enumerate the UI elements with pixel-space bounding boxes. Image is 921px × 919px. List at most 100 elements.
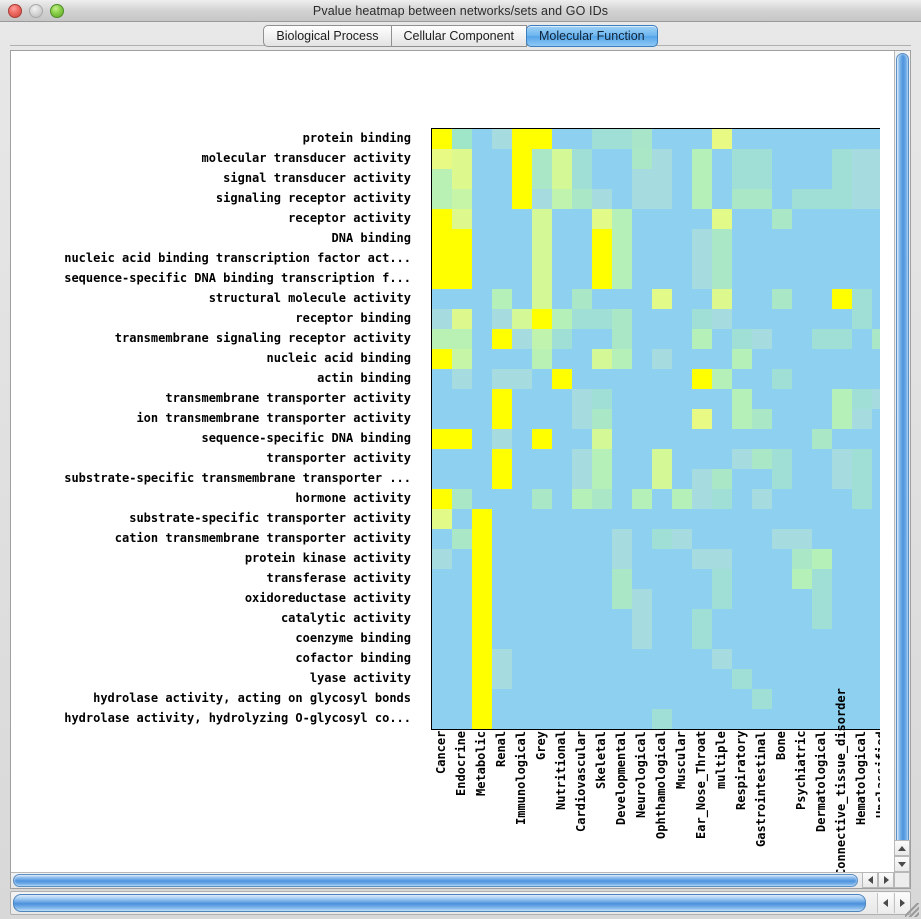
- heatmap-cell[interactable]: [492, 529, 512, 549]
- heatmap-cell[interactable]: [712, 569, 732, 589]
- heatmap-cell[interactable]: [852, 549, 872, 569]
- heatmap-cell[interactable]: [552, 129, 572, 149]
- heatmap-cell[interactable]: [472, 489, 492, 509]
- heatmap-cell[interactable]: [792, 209, 812, 229]
- heatmap-cell[interactable]: [692, 549, 712, 569]
- heatmap-cell[interactable]: [812, 609, 832, 629]
- heatmap-cell[interactable]: [672, 189, 692, 209]
- heatmap-cell[interactable]: [672, 609, 692, 629]
- heatmap-cell[interactable]: [812, 309, 832, 329]
- heatmap-cell[interactable]: [652, 629, 672, 649]
- heatmap-cell[interactable]: [772, 389, 792, 409]
- heatmap-cell[interactable]: [712, 229, 732, 249]
- heatmap-cell[interactable]: [852, 409, 872, 429]
- heatmap-cell[interactable]: [452, 649, 472, 669]
- heatmap-cell[interactable]: [792, 249, 812, 269]
- heatmap-cell[interactable]: [452, 389, 472, 409]
- heatmap-cell[interactable]: [792, 289, 812, 309]
- heatmap-cell[interactable]: [812, 129, 832, 149]
- heatmap-cell[interactable]: [472, 349, 492, 369]
- heatmap-cell[interactable]: [852, 189, 872, 209]
- heatmap-cell[interactable]: [472, 589, 492, 609]
- heatmap-cell[interactable]: [592, 629, 612, 649]
- heatmap-cell[interactable]: [532, 609, 552, 629]
- heatmap-cell[interactable]: [872, 449, 880, 469]
- heatmap-cell[interactable]: [432, 309, 452, 329]
- heatmap-cell[interactable]: [532, 689, 552, 709]
- heatmap-cell[interactable]: [612, 629, 632, 649]
- heatmap-cell[interactable]: [492, 189, 512, 209]
- heatmap-cell[interactable]: [872, 289, 880, 309]
- heatmap-cell[interactable]: [492, 289, 512, 309]
- heatmap-cell[interactable]: [732, 669, 752, 689]
- heatmap-cell[interactable]: [492, 149, 512, 169]
- heatmap-cell[interactable]: [672, 229, 692, 249]
- heatmap-cell[interactable]: [472, 509, 492, 529]
- heatmap-cell[interactable]: [672, 389, 692, 409]
- heatmap-cell[interactable]: [512, 329, 532, 349]
- heatmap-cell[interactable]: [572, 269, 592, 289]
- heatmap-cell[interactable]: [552, 389, 572, 409]
- heatmap-cell[interactable]: [612, 209, 632, 229]
- heatmap-cell[interactable]: [572, 649, 592, 669]
- heatmap-cell[interactable]: [552, 289, 572, 309]
- heatmap-cell[interactable]: [872, 509, 880, 529]
- heatmap-cell[interactable]: [752, 389, 772, 409]
- heatmap-cell[interactable]: [532, 249, 552, 269]
- heatmap-cell[interactable]: [452, 369, 472, 389]
- heatmap-cell[interactable]: [852, 169, 872, 189]
- heatmap-cell[interactable]: [812, 329, 832, 349]
- heatmap-cell[interactable]: [772, 249, 792, 269]
- heatmap-cell[interactable]: [712, 129, 732, 149]
- heatmap-cell[interactable]: [692, 169, 712, 189]
- heatmap-cell[interactable]: [472, 409, 492, 429]
- heatmap-cell[interactable]: [752, 209, 772, 229]
- heatmap-cell[interactable]: [652, 409, 672, 429]
- heatmap-cell[interactable]: [752, 669, 772, 689]
- heatmap-cell[interactable]: [712, 249, 732, 269]
- heatmap-cell[interactable]: [632, 509, 652, 529]
- heatmap-cell[interactable]: [712, 369, 732, 389]
- heatmap-cell[interactable]: [512, 709, 532, 729]
- heatmap-cell[interactable]: [472, 389, 492, 409]
- heatmap-cell[interactable]: [852, 569, 872, 589]
- heatmap-cell[interactable]: [592, 409, 612, 429]
- heatmap-cell[interactable]: [792, 129, 812, 149]
- heatmap-cell[interactable]: [832, 249, 852, 269]
- heatmap-cell[interactable]: [532, 489, 552, 509]
- heatmap-cell[interactable]: [512, 149, 532, 169]
- heatmap-cell[interactable]: [572, 409, 592, 429]
- heatmap-cell[interactable]: [732, 709, 752, 729]
- heatmap-cell[interactable]: [472, 469, 492, 489]
- heatmap-cell[interactable]: [652, 129, 672, 149]
- heatmap-cell[interactable]: [712, 629, 732, 649]
- heatmap-cell[interactable]: [872, 149, 880, 169]
- heatmap-cell[interactable]: [712, 609, 732, 629]
- heatmap-cell[interactable]: [592, 509, 612, 529]
- heatmap-cell[interactable]: [592, 349, 612, 369]
- heatmap-cell[interactable]: [672, 689, 692, 709]
- heatmap-cell[interactable]: [512, 629, 532, 649]
- heatmap-cell[interactable]: [812, 469, 832, 489]
- heatmap-cell[interactable]: [552, 349, 572, 369]
- heatmap-cell[interactable]: [652, 389, 672, 409]
- heatmap-cell[interactable]: [652, 349, 672, 369]
- heatmap-cell[interactable]: [752, 689, 772, 709]
- heatmap-cell[interactable]: [812, 589, 832, 609]
- heatmap-cell[interactable]: [792, 669, 812, 689]
- heatmap-cell[interactable]: [712, 509, 732, 529]
- heatmap-cell[interactable]: [572, 329, 592, 349]
- heatmap-cell[interactable]: [472, 609, 492, 629]
- heatmap-cell[interactable]: [852, 529, 872, 549]
- heatmap-cell[interactable]: [572, 509, 592, 529]
- heatmap-cell[interactable]: [672, 329, 692, 349]
- heatmap-cell[interactable]: [732, 569, 752, 589]
- heatmap-cell[interactable]: [712, 169, 732, 189]
- heatmap-cell[interactable]: [652, 209, 672, 229]
- heatmap-cell[interactable]: [752, 409, 772, 429]
- heatmap-cell[interactable]: [472, 689, 492, 709]
- heatmap-cell[interactable]: [532, 169, 552, 189]
- tab-molecular-function[interactable]: Molecular Function: [526, 25, 658, 47]
- heatmap-cell[interactable]: [472, 189, 492, 209]
- heatmap-cell[interactable]: [772, 609, 792, 629]
